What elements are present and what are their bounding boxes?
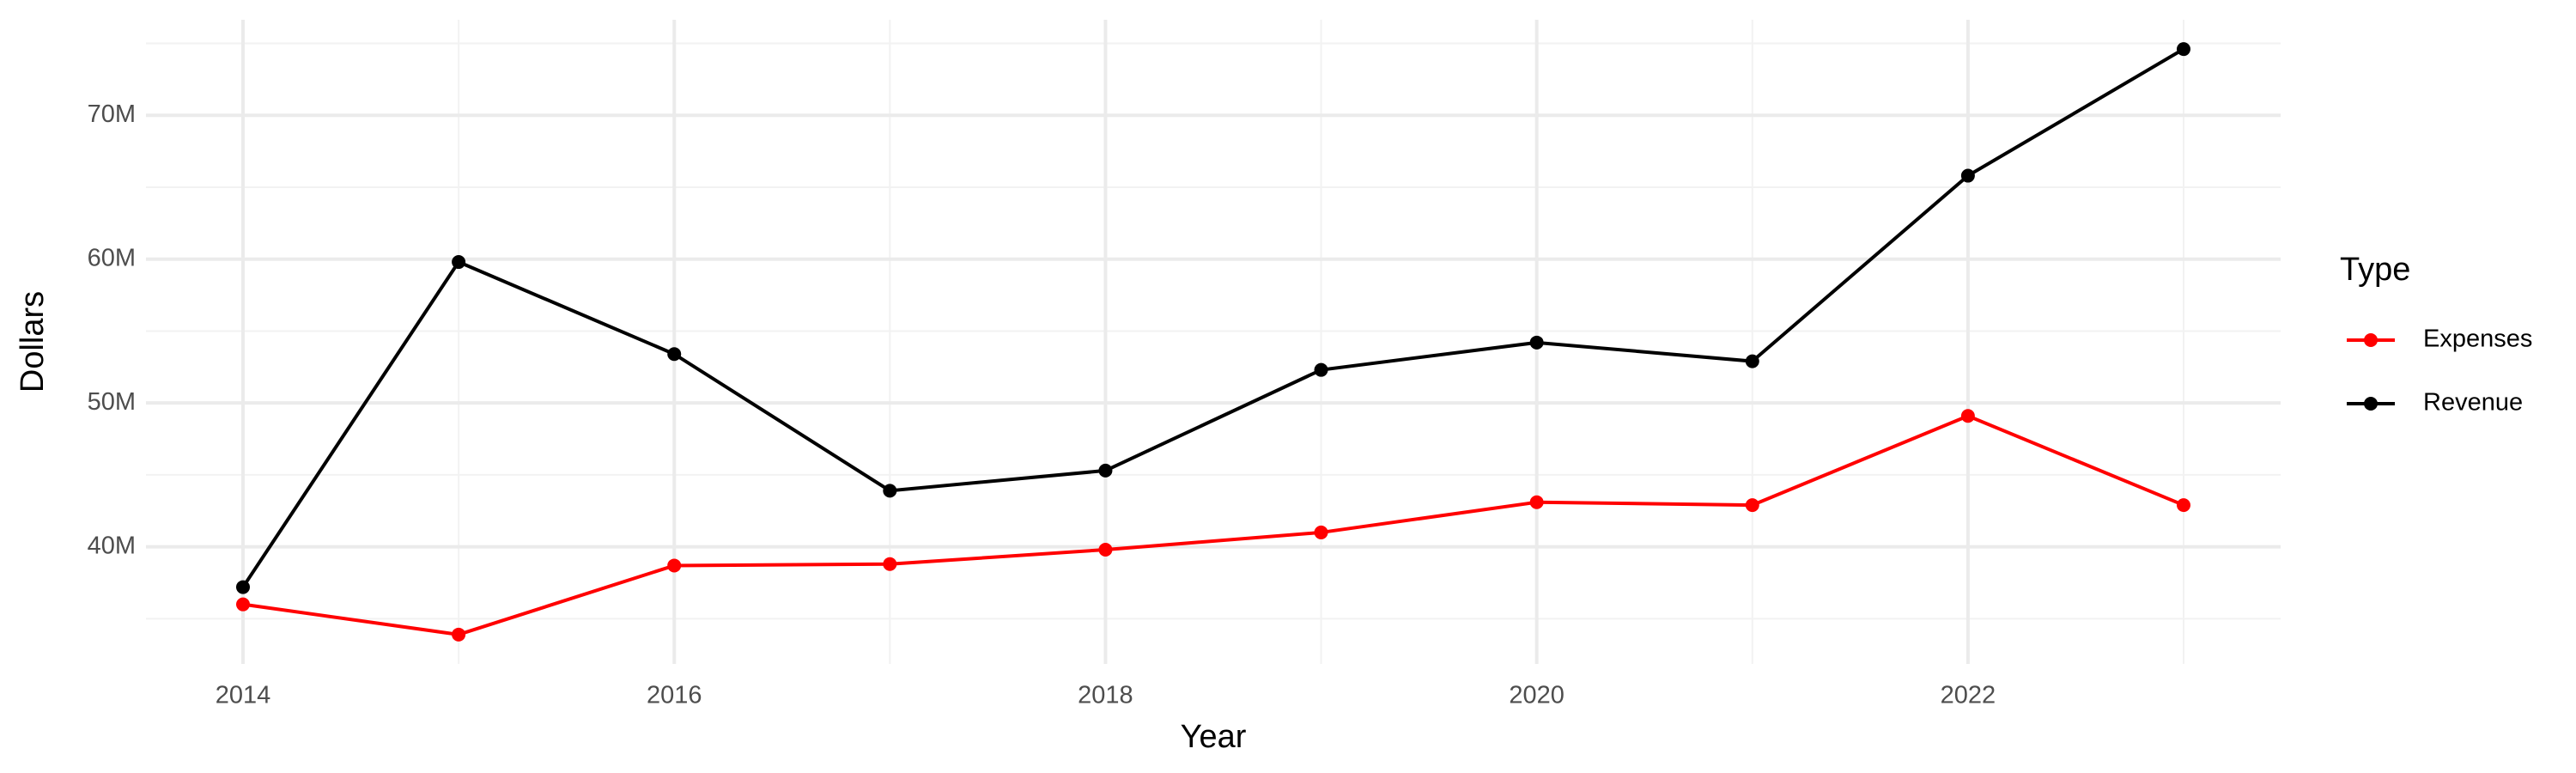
data-point: [452, 627, 466, 642]
data-point: [883, 557, 897, 571]
y-tick-label: 60M: [88, 244, 136, 271]
data-point: [1745, 354, 1759, 368]
x-tick-label: 2016: [647, 682, 702, 709]
legend-key-point: [2364, 333, 2378, 347]
data-point: [1745, 498, 1759, 513]
data-point: [2177, 498, 2190, 513]
legend-key-point: [2364, 397, 2378, 411]
series-line: [242, 414, 2184, 636]
data-point: [236, 580, 250, 594]
data-point: [667, 347, 682, 362]
data-point: [236, 597, 250, 612]
y-tick-label: 70M: [88, 100, 136, 128]
series-line: [241, 47, 2185, 588]
x-axis-title: Year: [1181, 719, 1247, 755]
data-point: [667, 558, 682, 573]
legend-label: Revenue: [2423, 389, 2523, 417]
data-point: [452, 255, 466, 270]
x-tick-label: 2014: [216, 682, 271, 709]
y-axis-title: Dollars: [15, 291, 51, 393]
x-tick-label: 2020: [1509, 682, 1564, 709]
legend-title: Type: [2340, 252, 2410, 288]
data-point: [883, 484, 897, 498]
y-tick-label: 50M: [88, 388, 136, 416]
data-point: [1960, 168, 1975, 183]
x-tick-label: 2022: [1941, 682, 1996, 709]
data-point: [1529, 335, 1544, 350]
data-point: [1098, 543, 1113, 557]
data-point: [1960, 409, 1975, 423]
y-tick-label: 40M: [88, 532, 136, 559]
data-point: [1098, 463, 1113, 478]
data-point: [1314, 362, 1328, 377]
data-point: [1529, 495, 1544, 509]
x-tick-label: 2018: [1078, 682, 1133, 709]
data-point: [2177, 42, 2190, 57]
data-point: [1314, 525, 1328, 539]
legend-label: Expenses: [2423, 326, 2532, 353]
